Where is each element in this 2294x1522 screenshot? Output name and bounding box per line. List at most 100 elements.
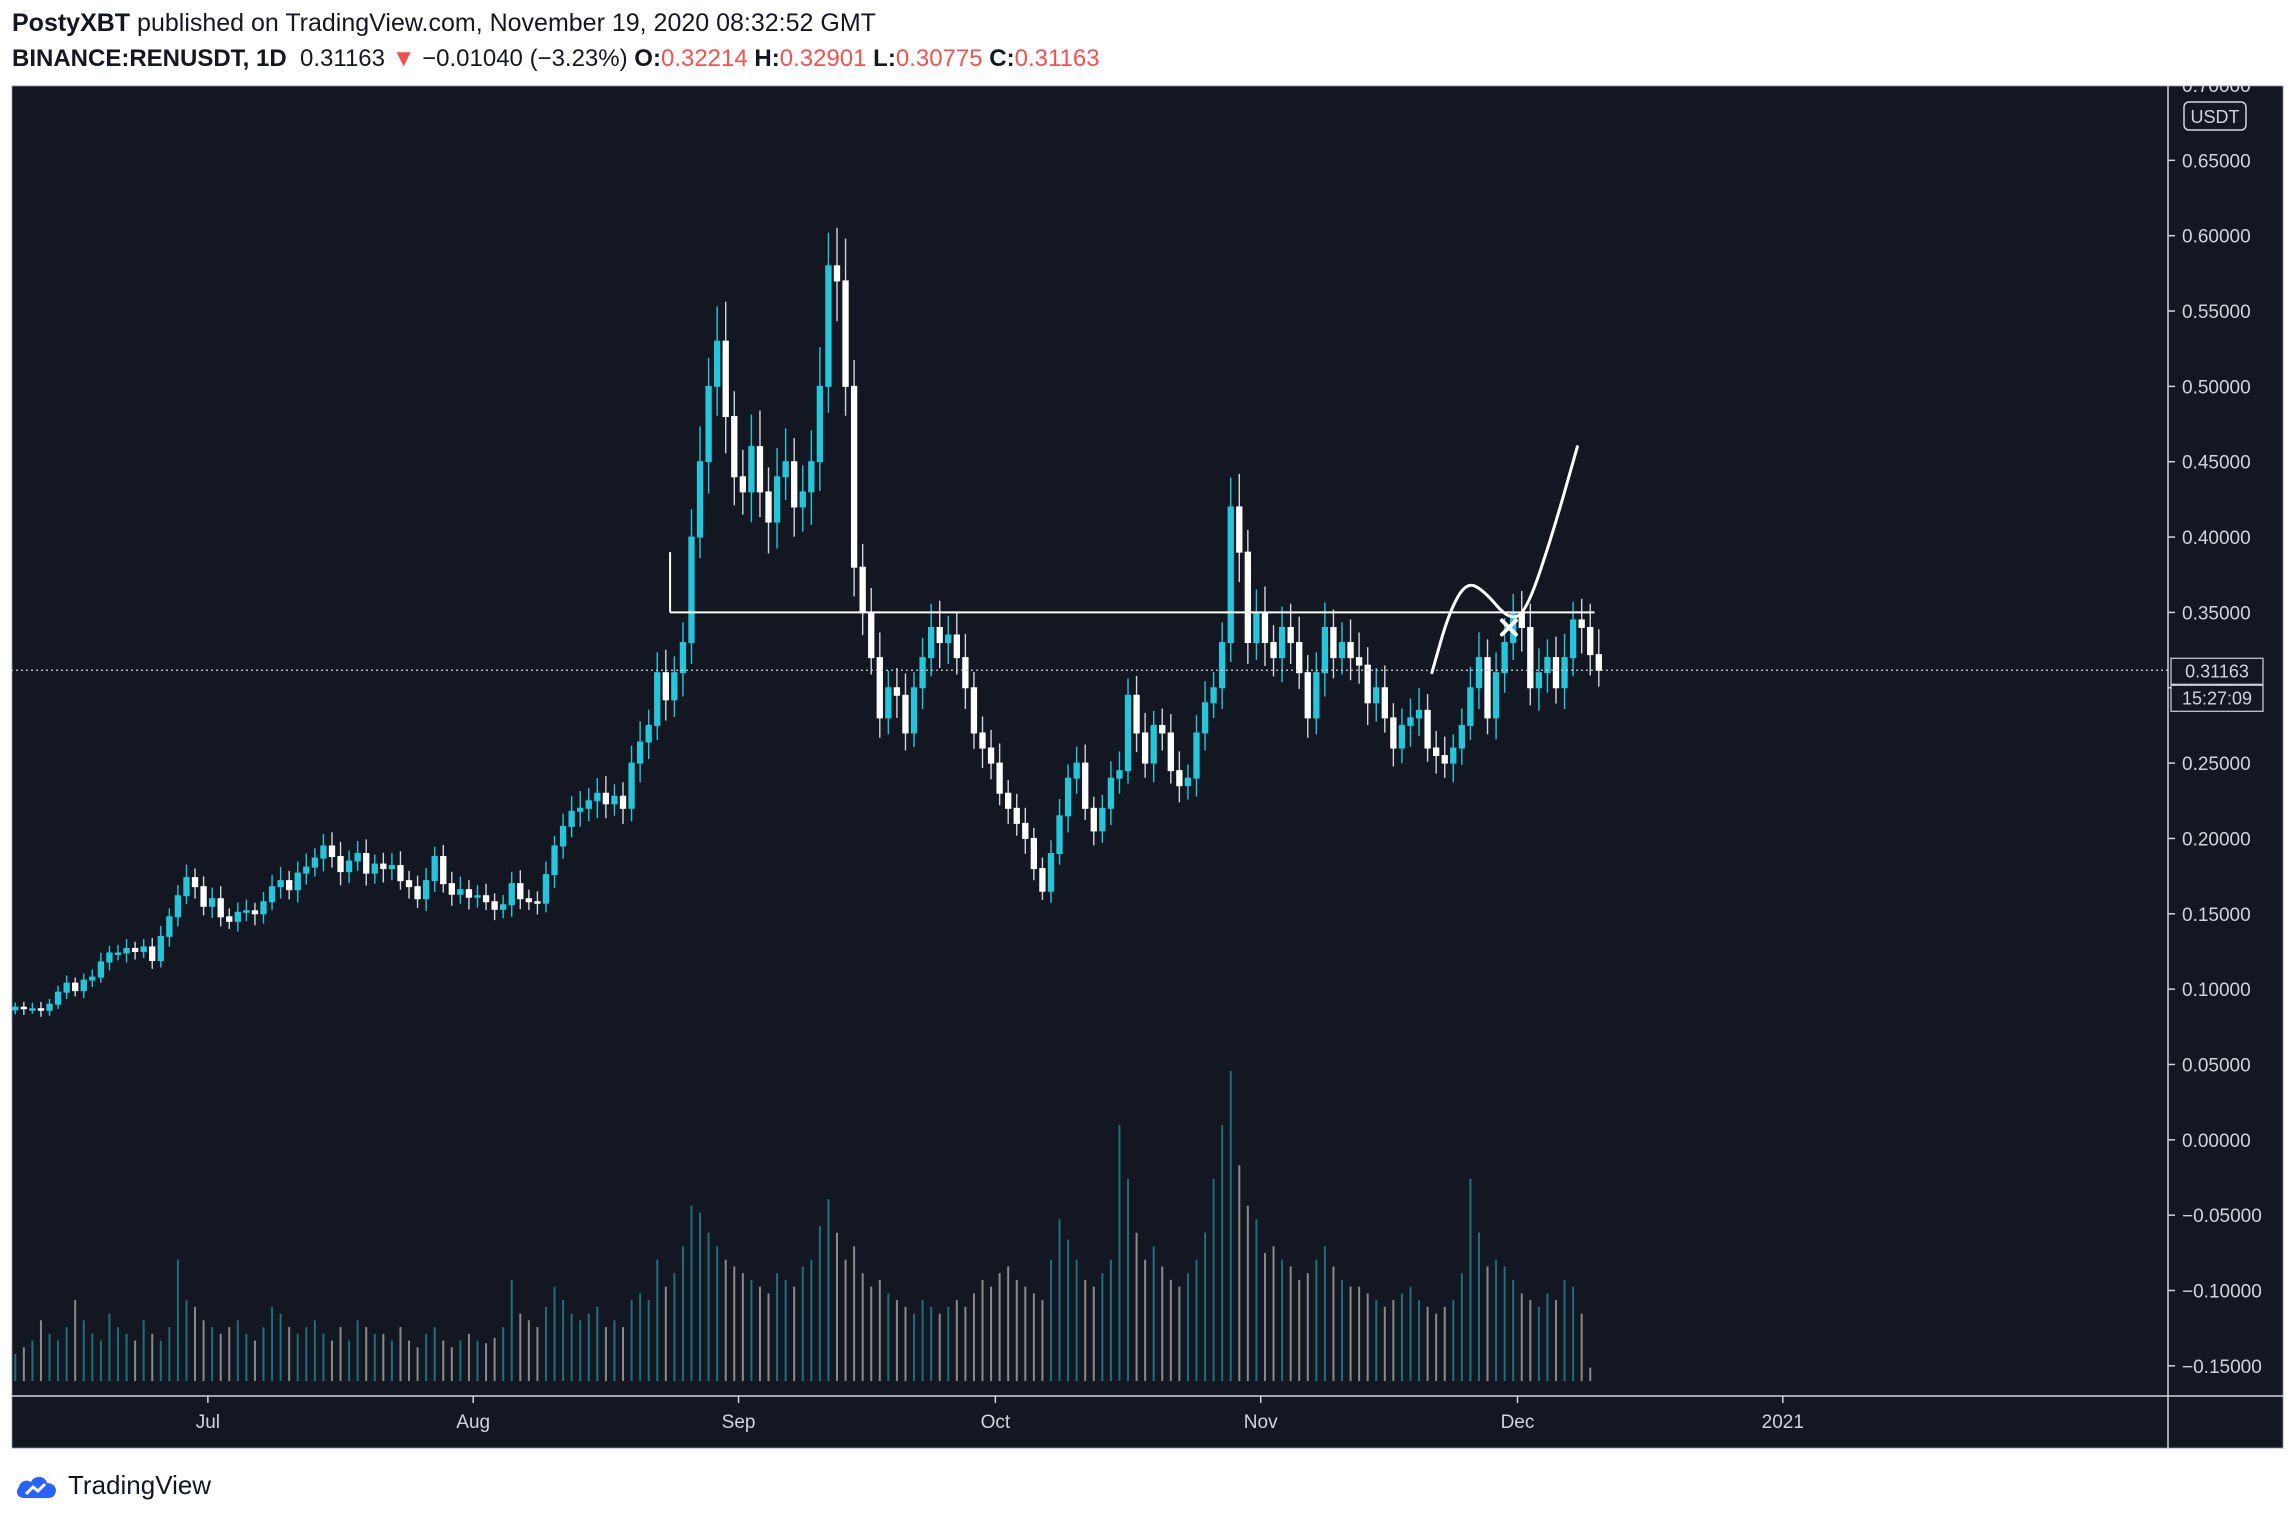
candle-down[interactable] — [405, 880, 413, 888]
candle-down[interactable] — [1236, 506, 1243, 553]
candle-up[interactable] — [54, 991, 62, 1005]
candle-up[interactable] — [354, 853, 361, 862]
candle-up[interactable] — [782, 461, 789, 478]
candle-down[interactable] — [525, 898, 533, 903]
candle-up[interactable] — [1210, 687, 1217, 704]
candle-up[interactable] — [1201, 702, 1209, 734]
candle-up[interactable] — [568, 810, 575, 827]
candle-up[interactable] — [748, 446, 755, 493]
candle-up[interactable] — [705, 385, 712, 463]
candle-up[interactable] — [63, 982, 70, 993]
candle-down[interactable] — [1133, 694, 1140, 734]
candle-down[interactable] — [149, 946, 156, 962]
candle-up[interactable] — [919, 657, 926, 689]
candle-up[interactable] — [628, 762, 635, 809]
candle-up[interactable] — [277, 880, 284, 888]
candle-down[interactable] — [850, 385, 858, 568]
candle-down[interactable] — [1167, 732, 1174, 772]
candle-up[interactable] — [688, 536, 695, 644]
candle-down[interactable] — [1433, 747, 1440, 757]
candle-up[interactable] — [773, 476, 781, 523]
candle-up[interactable] — [1569, 619, 1577, 659]
candle-down[interactable] — [1270, 642, 1277, 659]
candle-up[interactable] — [1544, 657, 1551, 674]
candle-down[interactable] — [1424, 709, 1431, 749]
candle-down[interactable] — [226, 916, 233, 922]
candle-down[interactable] — [987, 747, 995, 764]
candle-down[interactable] — [534, 901, 541, 904]
candle-up[interactable] — [174, 895, 182, 918]
candle-up[interactable] — [1116, 770, 1123, 779]
candle-down[interactable] — [1355, 657, 1363, 666]
candle-up[interactable] — [457, 889, 464, 895]
candle-up[interactable] — [140, 946, 147, 952]
candle-up[interactable] — [1150, 724, 1157, 764]
candle-up[interactable] — [1492, 672, 1500, 719]
candle-down[interactable] — [131, 947, 139, 952]
candle-up[interactable] — [422, 880, 430, 900]
candle-down[interactable] — [936, 626, 943, 644]
candle-up[interactable] — [1047, 853, 1055, 892]
tradingview-brand[interactable]: TradingView — [68, 1470, 212, 1500]
candle-up[interactable] — [1338, 642, 1346, 659]
candle-down[interactable] — [397, 865, 404, 882]
candle-down[interactable] — [328, 845, 336, 858]
candle-up[interactable] — [1501, 642, 1508, 674]
candle-down[interactable] — [1030, 837, 1038, 870]
candle-down[interactable] — [465, 889, 473, 898]
candle-up[interactable] — [885, 687, 892, 719]
candle-down[interactable] — [191, 877, 199, 888]
candle-down[interactable] — [491, 901, 498, 910]
candle-down[interactable] — [1304, 672, 1311, 719]
candle-up[interactable] — [371, 863, 378, 874]
candle-up[interactable] — [1184, 777, 1192, 787]
candle-down[interactable] — [731, 416, 738, 478]
candle-down[interactable] — [619, 795, 627, 809]
candle-down[interactable] — [876, 657, 883, 719]
candle-up[interactable] — [1073, 762, 1080, 779]
candle-up[interactable] — [1107, 777, 1115, 809]
candle-up[interactable] — [1321, 626, 1329, 674]
candle-down[interactable] — [868, 611, 875, 659]
candle-up[interactable] — [551, 845, 558, 876]
candle-down[interactable] — [1082, 762, 1089, 809]
candle-up[interactable] — [1253, 611, 1260, 644]
candle-down[interactable] — [517, 883, 524, 900]
candle-up[interactable] — [577, 807, 584, 812]
candle-down[interactable] — [380, 863, 387, 870]
candle-up[interactable] — [388, 865, 396, 870]
candle-down[interactable] — [962, 657, 969, 689]
candle-down[interactable] — [1578, 619, 1585, 628]
candle-up[interactable] — [97, 961, 105, 978]
candle-up[interactable] — [1373, 687, 1380, 704]
candle-up[interactable] — [345, 860, 353, 873]
candle-down[interactable] — [1587, 626, 1594, 656]
candle-up[interactable] — [1227, 506, 1234, 644]
candle-up[interactable] — [106, 952, 113, 963]
candle-up[interactable] — [696, 461, 704, 538]
price-chart[interactable]: 0.70000 0.65000 0.60000 0.55000 0.50000 0.450… — [11, 85, 2284, 1449]
candle-up[interactable] — [1407, 717, 1414, 726]
candle-up[interactable] — [508, 883, 515, 906]
projection-drawing[interactable] — [1430, 445, 1579, 675]
candle-down[interactable] — [765, 491, 772, 523]
candle-up[interactable] — [1099, 807, 1106, 832]
candle-down[interactable] — [756, 446, 764, 493]
chart-container[interactable]: 0.70000 0.65000 0.60000 0.55000 0.50000 0.450… — [11, 85, 2284, 1449]
candle-down[interactable] — [1381, 687, 1388, 719]
candle-down[interactable] — [970, 687, 978, 734]
x-marker-icon[interactable] — [1499, 618, 1518, 637]
candle-up[interactable] — [594, 792, 601, 802]
candle-down[interactable] — [902, 694, 909, 734]
candle-down[interactable] — [72, 982, 79, 992]
candle-down[interactable] — [1330, 626, 1337, 659]
candle-down[interactable] — [448, 883, 455, 895]
candle-up[interactable] — [1458, 724, 1465, 749]
candle-up[interactable] — [816, 385, 824, 463]
candle-up[interactable] — [1219, 642, 1226, 689]
candle-down[interactable] — [1347, 642, 1354, 659]
candle-down[interactable] — [1261, 611, 1269, 644]
candle-down[interactable] — [722, 340, 729, 418]
candle-down[interactable] — [842, 280, 849, 387]
candle-down[interactable] — [217, 898, 224, 918]
